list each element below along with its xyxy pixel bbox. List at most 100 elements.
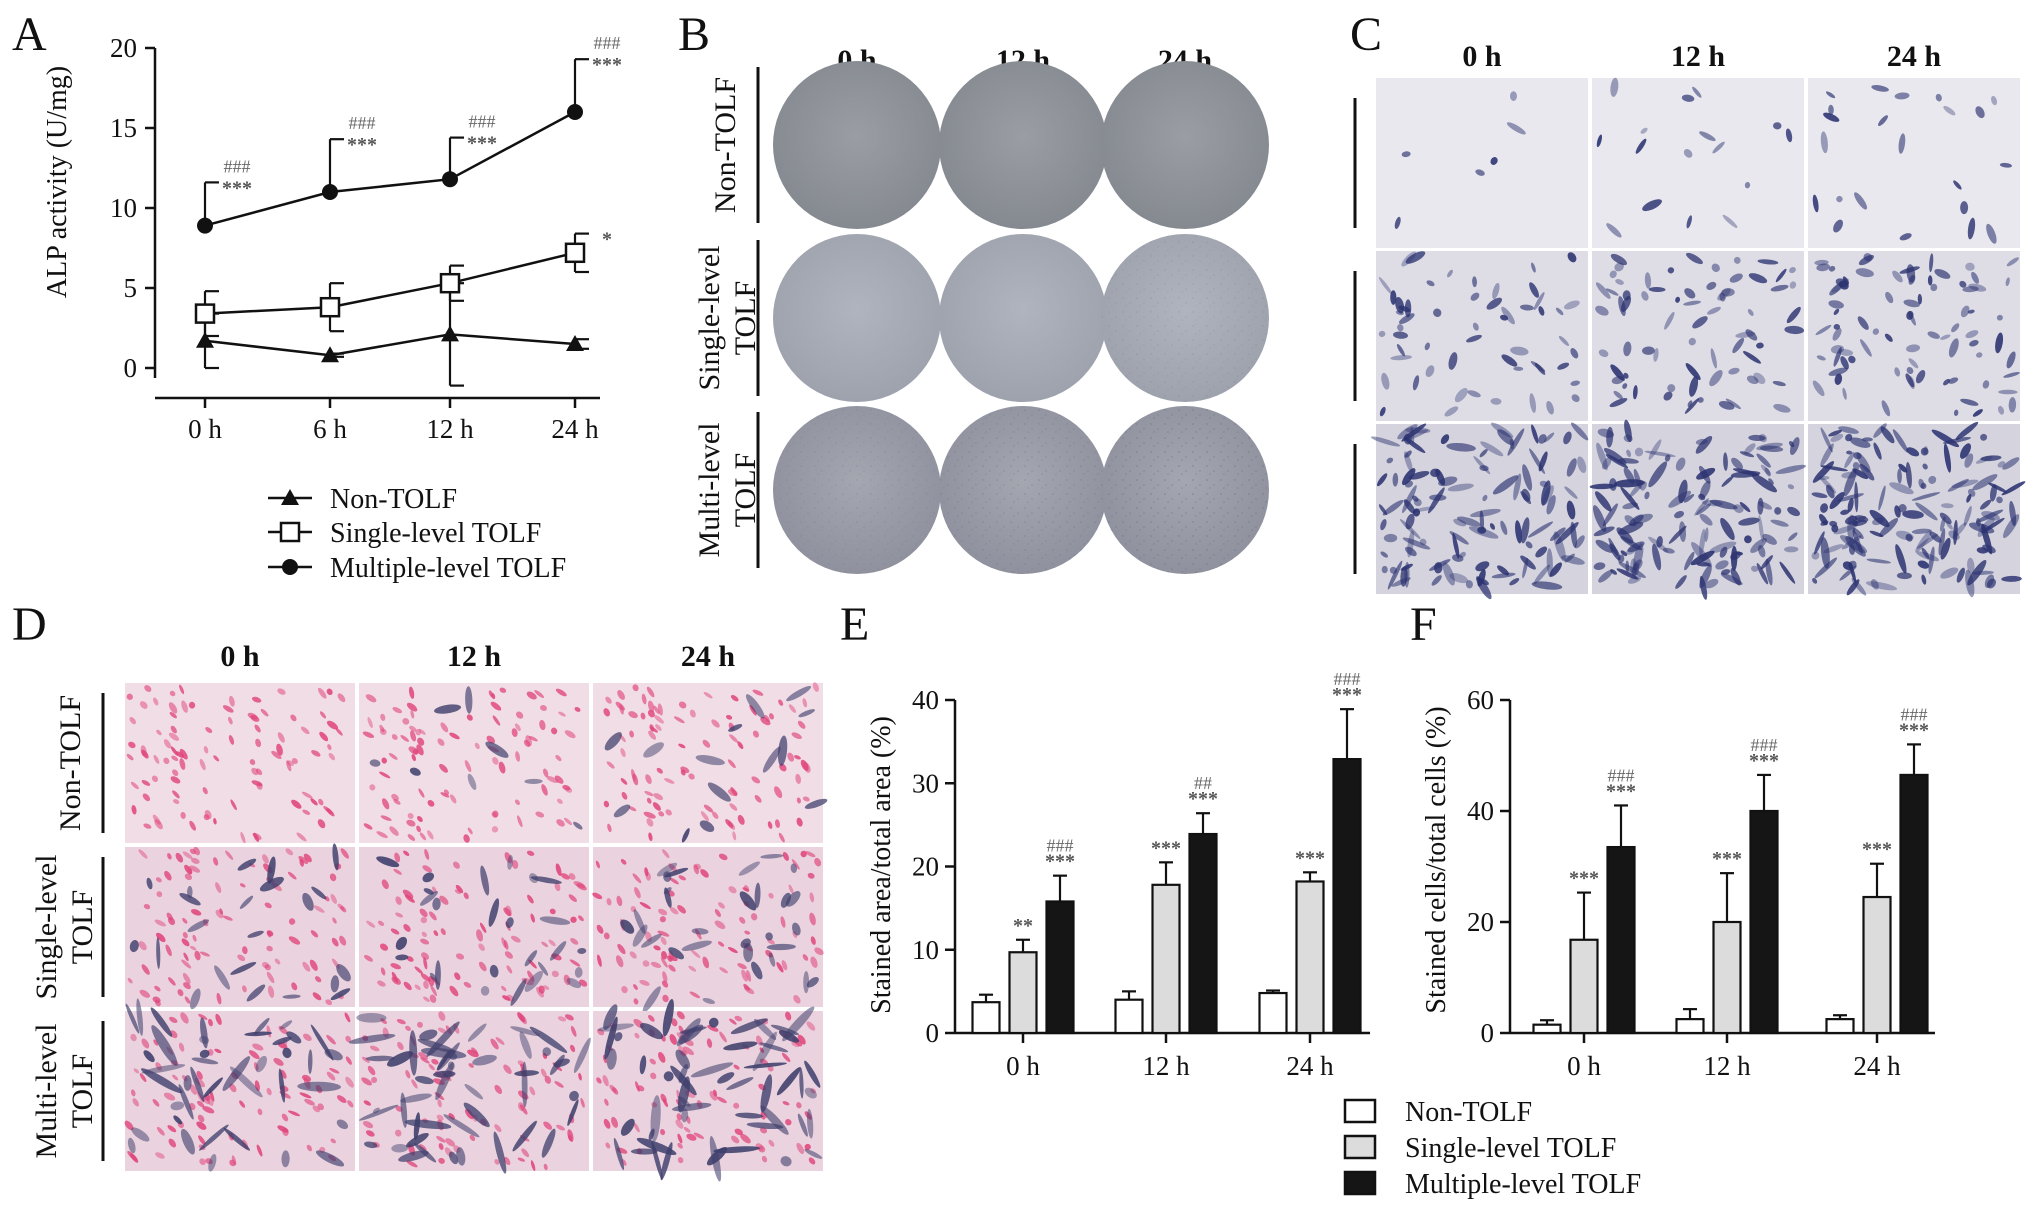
stained-cell [1513, 473, 1522, 501]
eosin-cell [262, 854, 269, 864]
stained-cell [1960, 305, 1970, 318]
mineral-deposit [178, 1084, 194, 1120]
stained-cell [1596, 442, 1608, 471]
eosin-cell [527, 894, 534, 904]
eosin-cell [411, 1079, 418, 1089]
stained-cell [1684, 288, 1696, 299]
mineral-deposit [804, 798, 828, 809]
panel-e-significance-stars: *** [1295, 847, 1325, 869]
eosin-cell [759, 1047, 765, 1053]
eosin-cell [702, 956, 710, 969]
stained-cell [1697, 397, 1704, 403]
eosin-cell [499, 687, 507, 693]
row-header: Non-TOLF [54, 695, 87, 831]
eosin-cell [301, 1074, 312, 1082]
culture-plate [939, 234, 1107, 402]
eosin-cell [655, 724, 662, 731]
stained-cell [1828, 104, 1834, 115]
eosin-cell [168, 732, 180, 741]
eosin-cell [330, 1138, 336, 1144]
eosin-cell [198, 1013, 208, 1020]
stained-cell [1678, 479, 1688, 504]
stained-cell [1405, 513, 1415, 530]
mineral-deposit [272, 1036, 292, 1046]
panel-e-bar [971, 1001, 1001, 1035]
micrograph [1592, 77, 1804, 248]
eosin-cell [215, 909, 224, 919]
stained-cell [1998, 389, 2018, 395]
mineral-deposit [510, 1026, 541, 1037]
mineral-deposit [179, 892, 201, 906]
row-header-line: Multi-level [30, 1024, 63, 1159]
mineral-deposit [707, 782, 731, 802]
mineral-deposit [776, 1066, 801, 1096]
eosin-cell [427, 800, 435, 807]
stained-cell [1750, 565, 1759, 572]
eosin-cell [668, 863, 678, 872]
eosin-cell [181, 959, 192, 969]
stained-cell [1589, 483, 1617, 490]
eosin-cell [555, 755, 562, 762]
mineral-deposit [146, 877, 153, 890]
stained-cell [1927, 275, 1933, 286]
eosin-cell [188, 701, 196, 709]
eosin-cell [326, 1034, 336, 1045]
stained-cell [1967, 559, 1987, 586]
stained-cell [1595, 305, 1609, 316]
eosin-cell [260, 708, 269, 717]
mineral-deposit [187, 919, 210, 933]
eosin-cell [558, 711, 566, 717]
mineral-deposit [695, 755, 725, 766]
eosin-cell [230, 799, 237, 811]
significance-stars: *** [592, 54, 622, 76]
eosin-cell [143, 823, 152, 829]
eosin-cell [264, 902, 272, 909]
stained-cell [1848, 355, 1856, 364]
mineral-deposit [691, 928, 709, 935]
eosin-cell [130, 1033, 137, 1042]
stained-cell [1905, 373, 1915, 388]
mineral-deposit [604, 732, 622, 751]
mineral-deposit [140, 1068, 183, 1094]
data-point [441, 325, 459, 342]
eosin-cell [141, 964, 150, 975]
stained-cell [1566, 458, 1577, 477]
eosin-cell [774, 819, 780, 828]
stained-cell [1943, 105, 1956, 116]
stained-cell [1842, 276, 1850, 285]
eosin-cell [365, 1130, 375, 1137]
stained-cell [1885, 291, 1894, 304]
eosin-cell [327, 744, 332, 751]
eosin-cell [729, 734, 739, 743]
stained-cell [1718, 401, 1735, 410]
stained-cell [1411, 495, 1419, 502]
stained-cell [1623, 372, 1629, 379]
eosin-cell [730, 694, 739, 702]
mineral-deposit [663, 867, 689, 878]
mineral-deposit [141, 1064, 186, 1074]
eosin-cell [345, 1056, 352, 1065]
eosin-cell [651, 1102, 658, 1108]
stained-cell [1878, 115, 1888, 127]
eosin-cell [555, 688, 567, 697]
eosin-cell [380, 713, 386, 721]
eosin-cell [541, 784, 548, 796]
stained-cell [1642, 346, 1655, 355]
stained-cell [1563, 300, 1580, 310]
eosin-cell [662, 849, 670, 859]
stained-cell [1633, 468, 1642, 490]
stained-cell [1786, 306, 1801, 324]
eosin-cell [554, 882, 561, 892]
eosin-cell [169, 1016, 178, 1024]
stained-cell [1404, 480, 1413, 488]
stained-cell [1921, 547, 1930, 559]
eosin-cell [703, 804, 714, 813]
data-point [196, 331, 214, 348]
stained-cell [1852, 529, 1863, 555]
eosin-cell [171, 755, 179, 762]
stained-cell [1928, 546, 1935, 575]
eosin-cell [669, 907, 679, 915]
stained-cell [1644, 272, 1652, 289]
eosin-cell [519, 1104, 528, 1115]
